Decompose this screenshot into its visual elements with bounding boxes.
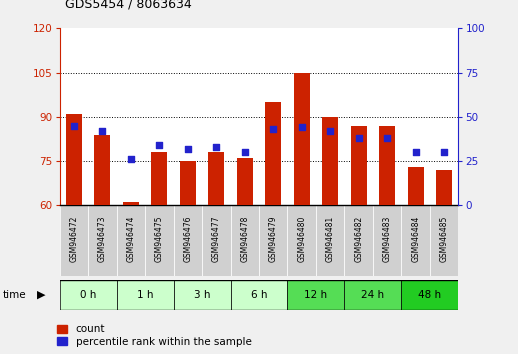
Bar <box>66 114 82 205</box>
Text: GSM946477: GSM946477 <box>212 216 221 262</box>
Point <box>98 128 107 134</box>
Point <box>354 135 363 141</box>
Text: GSM946482: GSM946482 <box>354 216 363 262</box>
Text: GSM946485: GSM946485 <box>440 216 449 262</box>
Bar <box>208 152 224 205</box>
Point <box>297 125 306 130</box>
Legend: count, percentile rank within the sample: count, percentile rank within the sample <box>57 324 252 347</box>
Text: 48 h: 48 h <box>419 290 441 300</box>
Text: GSM946484: GSM946484 <box>411 216 420 262</box>
Text: 6 h: 6 h <box>251 290 267 300</box>
Bar <box>408 167 424 205</box>
Point <box>383 135 392 141</box>
Point <box>269 126 278 132</box>
Bar <box>180 161 196 205</box>
Bar <box>287 280 344 310</box>
Bar <box>88 205 117 276</box>
Bar <box>259 205 287 276</box>
Point <box>440 149 449 155</box>
Bar <box>373 205 401 276</box>
Text: 12 h: 12 h <box>305 290 327 300</box>
Bar <box>344 280 401 310</box>
Point <box>326 128 335 134</box>
Bar <box>231 280 287 310</box>
Bar <box>237 158 253 205</box>
Point <box>183 146 192 152</box>
Bar <box>379 126 395 205</box>
Point <box>155 142 164 148</box>
Bar <box>287 205 316 276</box>
Bar <box>174 280 231 310</box>
Bar <box>117 205 145 276</box>
Bar <box>436 170 452 205</box>
Text: GSM946474: GSM946474 <box>126 216 135 262</box>
Bar <box>351 126 367 205</box>
Text: GSM946478: GSM946478 <box>240 216 249 262</box>
Text: GDS5454 / 8063634: GDS5454 / 8063634 <box>65 0 192 11</box>
Bar <box>117 280 174 310</box>
Text: ▶: ▶ <box>37 290 46 300</box>
Text: GSM946476: GSM946476 <box>183 216 192 262</box>
Point <box>212 144 221 150</box>
Bar <box>60 205 88 276</box>
Point <box>411 149 420 155</box>
Text: GSM946481: GSM946481 <box>326 216 335 262</box>
Bar <box>401 205 430 276</box>
Bar <box>145 205 174 276</box>
Bar <box>60 280 117 310</box>
Bar <box>123 202 139 205</box>
Bar <box>322 117 338 205</box>
Text: 0 h: 0 h <box>80 290 96 300</box>
Text: GSM946472: GSM946472 <box>69 216 78 262</box>
Bar <box>151 152 167 205</box>
Point <box>126 156 135 162</box>
Text: time: time <box>3 290 26 300</box>
Text: GSM946480: GSM946480 <box>297 216 306 262</box>
Text: 3 h: 3 h <box>194 290 210 300</box>
Point <box>69 123 78 129</box>
Bar <box>202 205 231 276</box>
Bar <box>430 205 458 276</box>
Text: GSM946475: GSM946475 <box>155 216 164 262</box>
Bar <box>231 205 259 276</box>
Bar <box>265 102 281 205</box>
Bar <box>174 205 202 276</box>
Bar <box>94 135 110 205</box>
Bar <box>316 205 344 276</box>
Bar <box>344 205 373 276</box>
Bar <box>294 73 310 205</box>
Text: GSM946479: GSM946479 <box>269 216 278 262</box>
Text: GSM946473: GSM946473 <box>98 216 107 262</box>
Text: GSM946483: GSM946483 <box>383 216 392 262</box>
Text: 1 h: 1 h <box>137 290 153 300</box>
Bar <box>401 280 458 310</box>
Text: 24 h: 24 h <box>362 290 384 300</box>
Point <box>240 149 249 155</box>
